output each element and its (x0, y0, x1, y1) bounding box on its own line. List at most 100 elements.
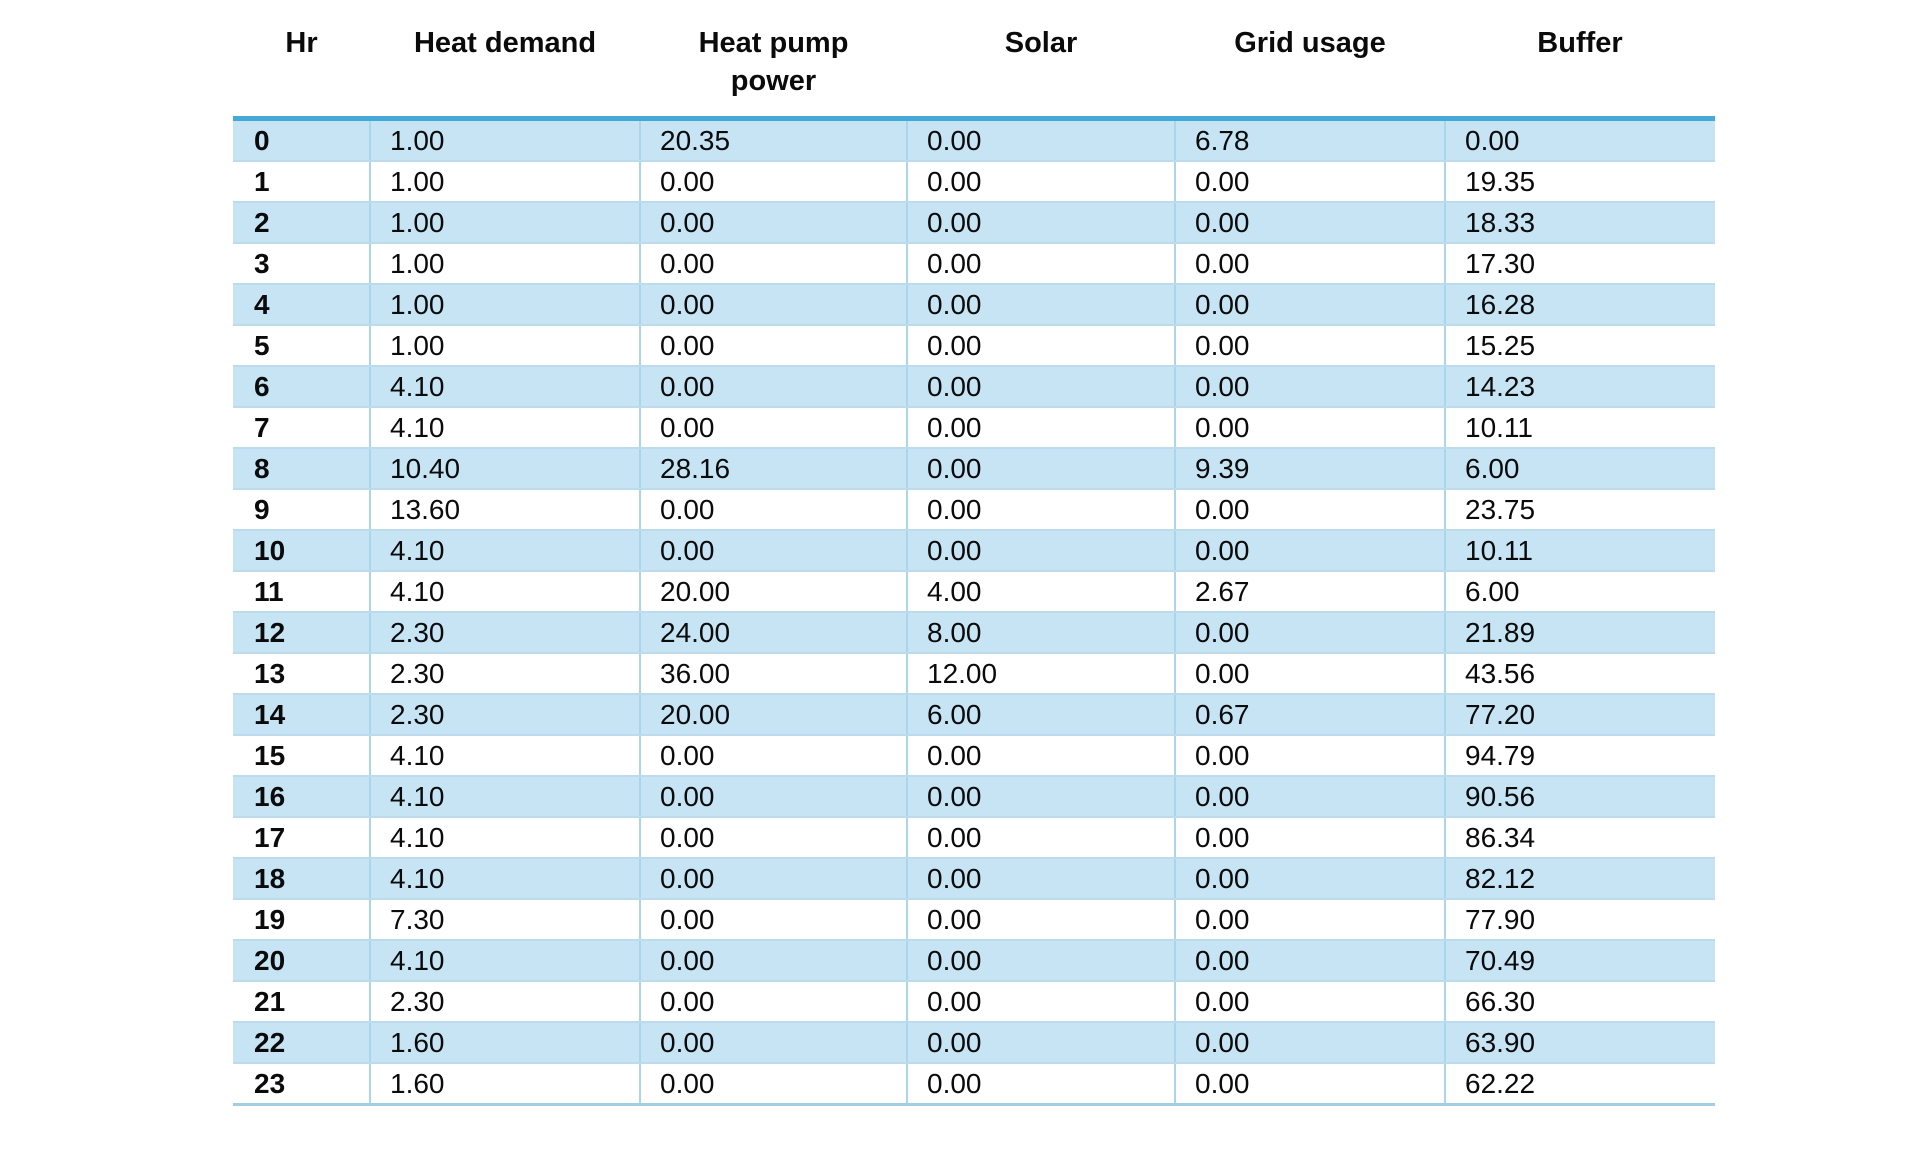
value-cell: 0.00 (1174, 1063, 1445, 1106)
value-cell: 2.30 (369, 653, 640, 695)
value-cell: 0.00 (639, 1063, 907, 1106)
hour-cell: 4 (233, 284, 370, 326)
value-cell: 0.00 (1174, 899, 1445, 941)
value-cell: 0.00 (906, 817, 1175, 859)
hour-cell: 10 (233, 530, 370, 572)
hour-cell: 17 (233, 817, 370, 859)
value-cell: 1.00 (369, 202, 640, 244)
value-cell: 23.75 (1444, 489, 1715, 531)
value-cell: 6.00 (1444, 448, 1715, 490)
column-header-heat-pump-power: Heat pump power (640, 24, 907, 121)
value-cell: 0.00 (1174, 325, 1445, 367)
table-row: 18 4.10 0.00 0.00 0.00 82.12 (233, 858, 1715, 900)
value-cell: 43.56 (1444, 653, 1715, 695)
value-cell: 0.00 (1174, 1022, 1445, 1064)
table-row: 0 1.00 20.35 0.00 6.78 0.00 (233, 118, 1715, 162)
value-cell: 0.00 (906, 118, 1175, 162)
value-cell: 2.30 (369, 981, 640, 1023)
energy-schedule-table-container: Hr Heat demand Heat pump power Solar Grid us… (233, 24, 1715, 1106)
value-cell: 0.00 (639, 1022, 907, 1064)
value-cell: 15.25 (1444, 325, 1715, 367)
value-cell: 0.00 (639, 530, 907, 572)
table-header-row: Hr Heat demand Heat pump power Solar Grid us… (233, 24, 1715, 121)
table-row: 16 4.10 0.00 0.00 0.00 90.56 (233, 776, 1715, 818)
value-cell: 6.78 (1174, 118, 1445, 162)
value-cell: 82.12 (1444, 858, 1715, 900)
value-cell: 66.30 (1444, 981, 1715, 1023)
value-cell: 17.30 (1444, 243, 1715, 285)
value-cell: 0.00 (906, 325, 1175, 367)
value-cell: 0.00 (1174, 202, 1445, 244)
value-cell: 0.00 (639, 407, 907, 449)
value-cell: 10.40 (369, 448, 640, 490)
value-cell: 0.00 (906, 1063, 1175, 1106)
value-cell: 0.00 (1174, 735, 1445, 777)
value-cell: 0.00 (906, 161, 1175, 203)
table-row: 19 7.30 0.00 0.00 0.00 77.90 (233, 899, 1715, 941)
value-cell: 4.10 (369, 571, 640, 613)
column-header-solar: Solar (907, 24, 1175, 121)
table-row: 9 13.60 0.00 0.00 0.00 23.75 (233, 489, 1715, 531)
value-cell: 0.00 (639, 858, 907, 900)
value-cell: 0.00 (906, 202, 1175, 244)
value-cell: 2.67 (1174, 571, 1445, 613)
value-cell: 0.00 (639, 243, 907, 285)
value-cell: 77.20 (1444, 694, 1715, 736)
value-cell: 0.00 (1174, 489, 1445, 531)
table-row: 8 10.40 28.16 0.00 9.39 6.00 (233, 448, 1715, 490)
value-cell: 4.10 (369, 940, 640, 982)
hour-cell: 16 (233, 776, 370, 818)
table-row: 20 4.10 0.00 0.00 0.00 70.49 (233, 940, 1715, 982)
value-cell: 0.00 (906, 776, 1175, 818)
table-row: 17 4.10 0.00 0.00 0.00 86.34 (233, 817, 1715, 859)
value-cell: 0.00 (906, 284, 1175, 326)
value-cell: 0.00 (639, 776, 907, 818)
table-row: 15 4.10 0.00 0.00 0.00 94.79 (233, 735, 1715, 777)
table-row: 12 2.30 24.00 8.00 0.00 21.89 (233, 612, 1715, 654)
value-cell: 0.00 (906, 858, 1175, 900)
table-row: 7 4.10 0.00 0.00 0.00 10.11 (233, 407, 1715, 449)
hour-cell: 20 (233, 940, 370, 982)
value-cell: 9.39 (1174, 448, 1445, 490)
value-cell: 0.00 (1174, 407, 1445, 449)
table-row: 6 4.10 0.00 0.00 0.00 14.23 (233, 366, 1715, 408)
value-cell: 86.34 (1444, 817, 1715, 859)
value-cell: 62.22 (1444, 1063, 1715, 1106)
table-row: 13 2.30 36.00 12.00 0.00 43.56 (233, 653, 1715, 695)
value-cell: 4.10 (369, 735, 640, 777)
value-cell: 1.60 (369, 1022, 640, 1064)
value-cell: 0.00 (639, 817, 907, 859)
value-cell: 0.00 (906, 1022, 1175, 1064)
value-cell: 0.00 (639, 735, 907, 777)
hour-cell: 1 (233, 161, 370, 203)
value-cell: 0.00 (906, 530, 1175, 572)
value-cell: 77.90 (1444, 899, 1715, 941)
value-cell: 0.00 (1174, 161, 1445, 203)
value-cell: 1.00 (369, 325, 640, 367)
value-cell: 0.00 (1174, 243, 1445, 285)
value-cell: 0.00 (906, 735, 1175, 777)
value-cell: 36.00 (639, 653, 907, 695)
table-row: 14 2.30 20.00 6.00 0.67 77.20 (233, 694, 1715, 736)
value-cell: 4.10 (369, 858, 640, 900)
value-cell: 6.00 (1444, 571, 1715, 613)
hour-cell: 13 (233, 653, 370, 695)
value-cell: 0.00 (1174, 940, 1445, 982)
value-cell: 2.30 (369, 612, 640, 654)
column-header-buffer: Buffer (1445, 24, 1715, 121)
hour-cell: 6 (233, 366, 370, 408)
value-cell: 0.00 (906, 981, 1175, 1023)
table-row: 4 1.00 0.00 0.00 0.00 16.28 (233, 284, 1715, 326)
value-cell: 4.10 (369, 817, 640, 859)
column-header-heat-demand: Heat demand (370, 24, 640, 121)
value-cell: 0.00 (639, 366, 907, 408)
value-cell: 0.00 (1174, 776, 1445, 818)
value-cell: 1.00 (369, 118, 640, 162)
energy-schedule-table: Hr Heat demand Heat pump power Solar Grid us… (233, 24, 1715, 1106)
value-cell: 6.00 (906, 694, 1175, 736)
column-header-hr: Hr (233, 24, 370, 121)
value-cell: 18.33 (1444, 202, 1715, 244)
value-cell: 4.10 (369, 366, 640, 408)
table-row: 21 2.30 0.00 0.00 0.00 66.30 (233, 981, 1715, 1023)
value-cell: 0.00 (639, 489, 907, 531)
